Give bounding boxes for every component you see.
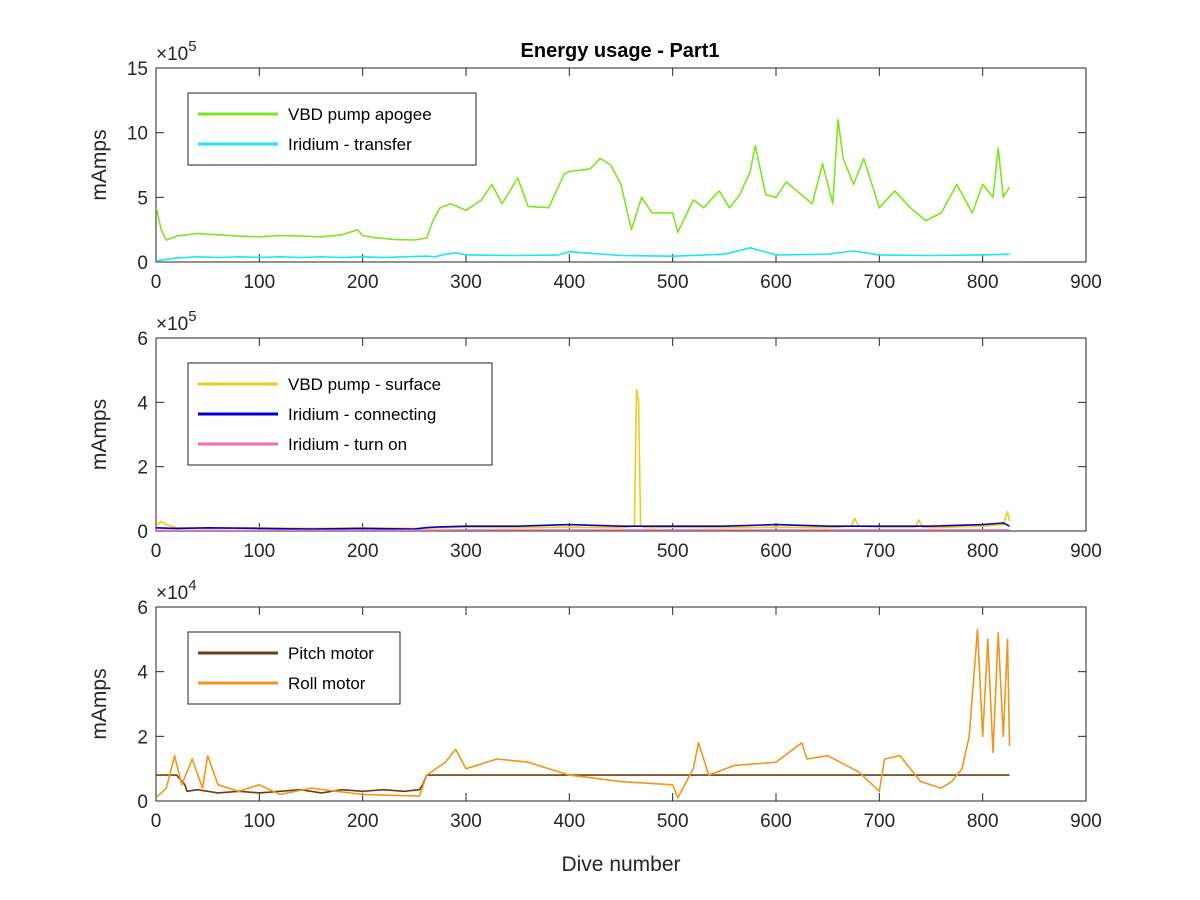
x-tick-label: 300 — [450, 811, 482, 832]
x-tick-label: 100 — [243, 541, 275, 562]
y-tick-label: 10 — [127, 124, 148, 145]
legend-box — [187, 92, 477, 166]
y-tick-label: 5 — [137, 188, 148, 209]
y-exponent-base: ×10 — [156, 44, 188, 65]
y-tick-label: 15 — [127, 59, 148, 80]
y-axis-label: mAmps — [88, 668, 111, 739]
x-axis-label: Dive number — [561, 853, 680, 876]
y-tick-label: 6 — [137, 329, 148, 350]
x-tick-label: 900 — [1070, 811, 1102, 832]
x-tick-label: 800 — [967, 272, 999, 293]
y-tick-label: 2 — [137, 458, 148, 479]
series-group — [156, 118, 1011, 262]
x-tick-label: 500 — [657, 811, 689, 832]
x-tick-label: 300 — [450, 272, 482, 293]
y-exponent-power: 4 — [188, 577, 196, 594]
x-tick-label: 700 — [863, 541, 895, 562]
x-tick-label: 900 — [1070, 272, 1102, 293]
x-tick-label: 800 — [967, 811, 999, 832]
legend-label-1: Pitch motor — [288, 644, 374, 663]
series-line-1 — [156, 118, 1011, 241]
legend-label-2: Iridium - connecting — [288, 405, 436, 424]
series-line-2 — [156, 628, 1011, 799]
legend-label-2: Roll motor — [288, 674, 366, 693]
y-tick-label: 4 — [137, 393, 148, 414]
y-tick-label: 0 — [137, 253, 148, 274]
y-axis-label: mAmps — [88, 399, 111, 470]
legend-label-1: VBD pump - surface — [288, 375, 441, 394]
series-line-1 — [156, 774, 1010, 794]
axes-bottom: 0 100 200 300 400 500 600 700 800 9000246×104mAmp… — [88, 577, 1102, 876]
legend: VBD pump - surface Iridium - connecting Ir… — [187, 362, 493, 466]
y-exponent-base: ×10 — [156, 583, 188, 604]
x-tick-label: 500 — [657, 272, 689, 293]
legend-box — [187, 631, 401, 705]
legend: VBD pump apogee Iridium - transfer — [187, 92, 477, 166]
axes-middle: 0 100 200 300 400 500 600 700 800 900 0 2 4 6 ×105 mAmp… — [88, 308, 1102, 562]
legend-label-1: VBD pump apogee — [288, 105, 432, 124]
x-tick-label: 600 — [760, 541, 792, 562]
y-exponent-label: ×104 — [156, 577, 197, 604]
legend-label-3: Iridium - turn on — [288, 435, 407, 454]
y-exponent-base: ×10 — [156, 314, 188, 335]
y-axis-label: mAmps — [88, 129, 111, 200]
x-tick-label: 0 — [151, 272, 162, 293]
legend: Pitch motor Roll motor — [187, 631, 401, 705]
y-exponent-power: 5 — [188, 38, 196, 55]
x-tick-label: 700 — [863, 272, 895, 293]
y-tick-label: 6 — [137, 598, 148, 619]
x-tick-label: 200 — [347, 272, 379, 293]
x-tick-label: 700 — [863, 811, 895, 832]
x-tick-label: 600 — [760, 811, 792, 832]
legend-label-2: Iridium - transfer — [288, 135, 412, 154]
x-tick-label: 200 — [347, 541, 379, 562]
series-group — [156, 388, 1011, 531]
axes-top: 0 100 200 300 400 500 600 700 800 900051015×105mA… — [88, 38, 1102, 293]
y-tick-label: 0 — [137, 792, 148, 813]
x-tick-label: 400 — [553, 541, 585, 562]
x-tick-label: 0 — [151, 541, 162, 562]
y-tick-label: 4 — [137, 663, 148, 684]
x-tick-label: 600 — [760, 272, 792, 293]
series-group — [156, 628, 1011, 799]
x-tick-label: 100 — [243, 272, 275, 293]
y-tick-label: 0 — [137, 522, 148, 543]
x-tick-label: 400 — [553, 811, 585, 832]
x-tick-label: 400 — [553, 272, 585, 293]
series-line-2 — [156, 247, 1010, 262]
y-tick-label: 2 — [137, 727, 148, 748]
x-tick-label: 500 — [657, 541, 689, 562]
series-line-2 — [156, 522, 1010, 530]
x-tick-label: 800 — [967, 541, 999, 562]
y-exponent-power: 5 — [188, 308, 196, 325]
x-tick-label: 100 — [243, 811, 275, 832]
figure-title: Energy usage - Part1 — [521, 40, 720, 62]
x-tick-label: 300 — [450, 541, 482, 562]
x-tick-label: 0 — [151, 811, 162, 832]
x-tick-label: 900 — [1070, 541, 1102, 562]
y-exponent-label: ×105 — [156, 308, 197, 335]
y-exponent-label: ×105 — [156, 38, 197, 65]
x-tick-label: 200 — [347, 811, 379, 832]
